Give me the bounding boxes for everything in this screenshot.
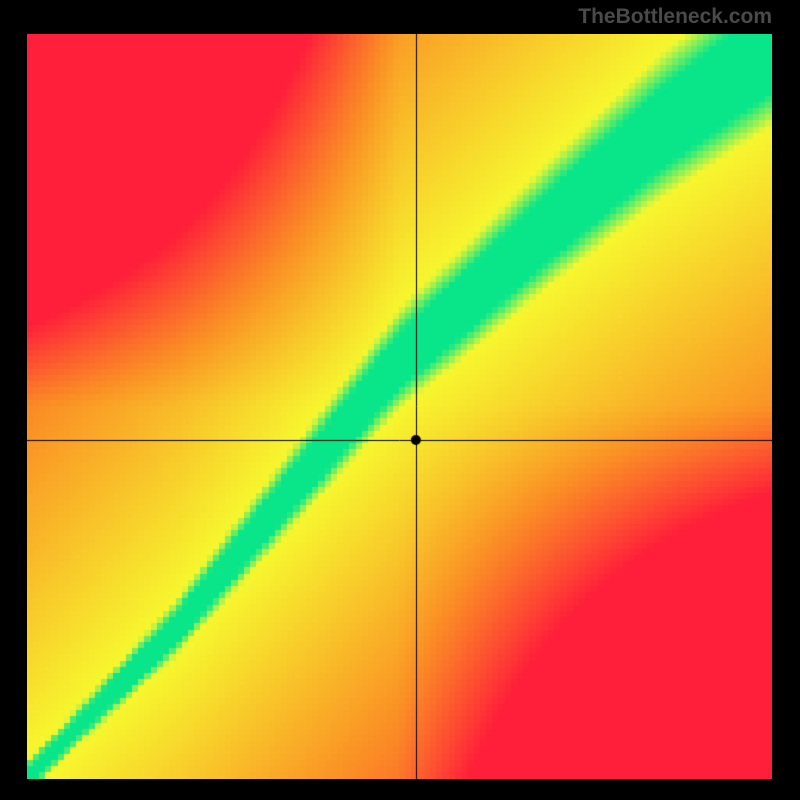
- chart-container: TheBottleneck.com: [0, 0, 800, 800]
- bottleneck-heatmap: [27, 34, 772, 779]
- attribution-text: TheBottleneck.com: [578, 6, 772, 27]
